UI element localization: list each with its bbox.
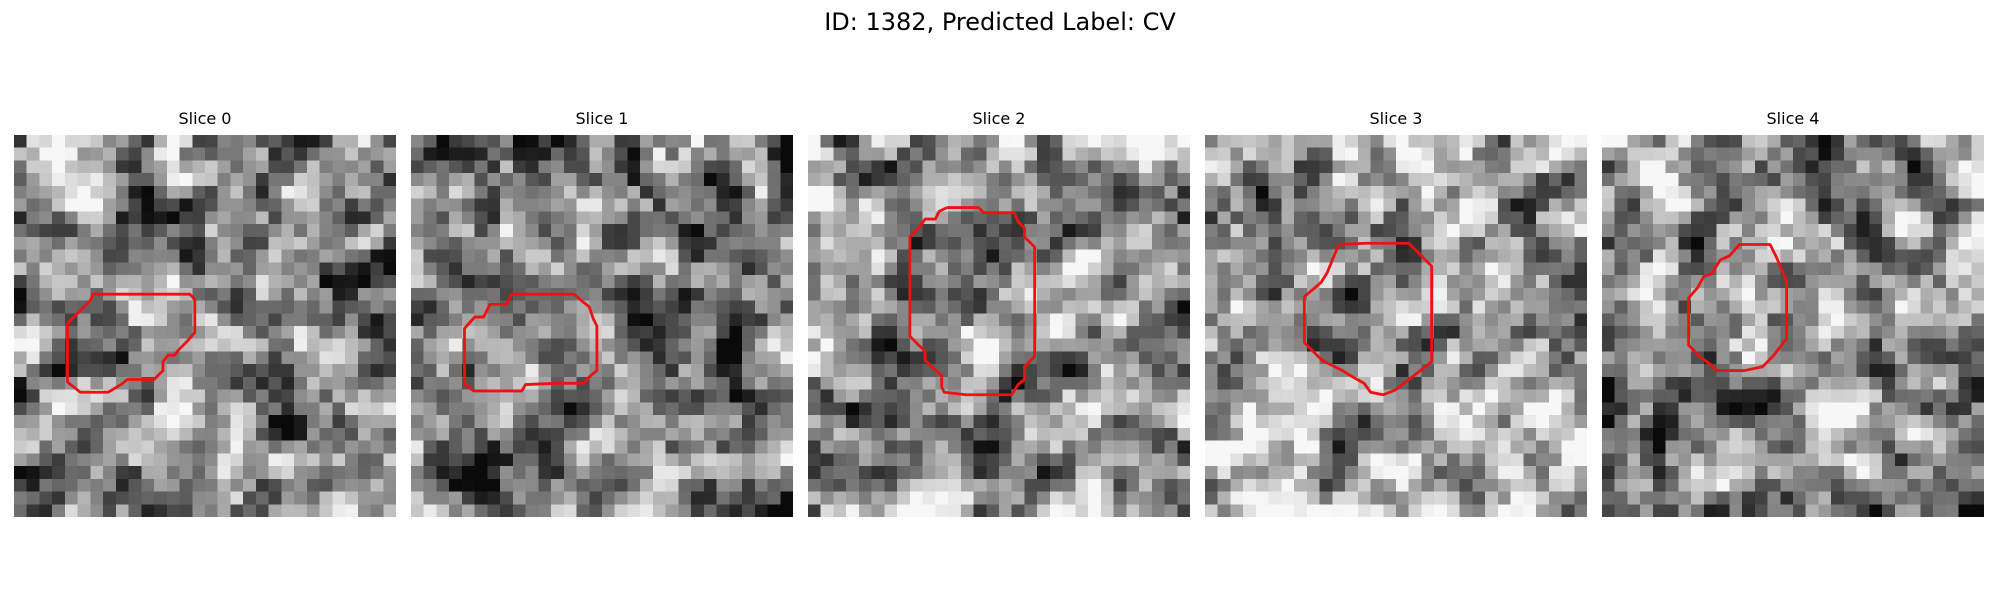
slice-panel-0: Slice 0 <box>14 108 396 518</box>
slice-title-4: Slice 4 <box>1602 108 1984 130</box>
slice-title-3: Slice 3 <box>1205 108 1587 130</box>
slice-image-2 <box>808 135 1190 517</box>
slice-title-0: Slice 0 <box>14 108 396 130</box>
slice-image-3 <box>1205 135 1587 517</box>
slice-image-1 <box>411 135 793 517</box>
slice-title-2: Slice 2 <box>808 108 1190 130</box>
slice-pixel-grid <box>808 135 1190 517</box>
slice-image-4 <box>1602 135 1984 517</box>
slice-pixel-grid <box>14 135 396 517</box>
slice-panel-1: Slice 1 <box>411 108 793 518</box>
slice-title-1: Slice 1 <box>411 108 793 130</box>
slice-panel-3: Slice 3 <box>1205 108 1587 518</box>
slice-pixel-grid <box>1205 135 1587 517</box>
slice-panel-2: Slice 2 <box>808 108 1190 518</box>
slice-pixel-grid <box>1602 135 1984 517</box>
slice-image-0 <box>14 135 396 517</box>
slice-panel-4: Slice 4 <box>1602 108 1984 518</box>
